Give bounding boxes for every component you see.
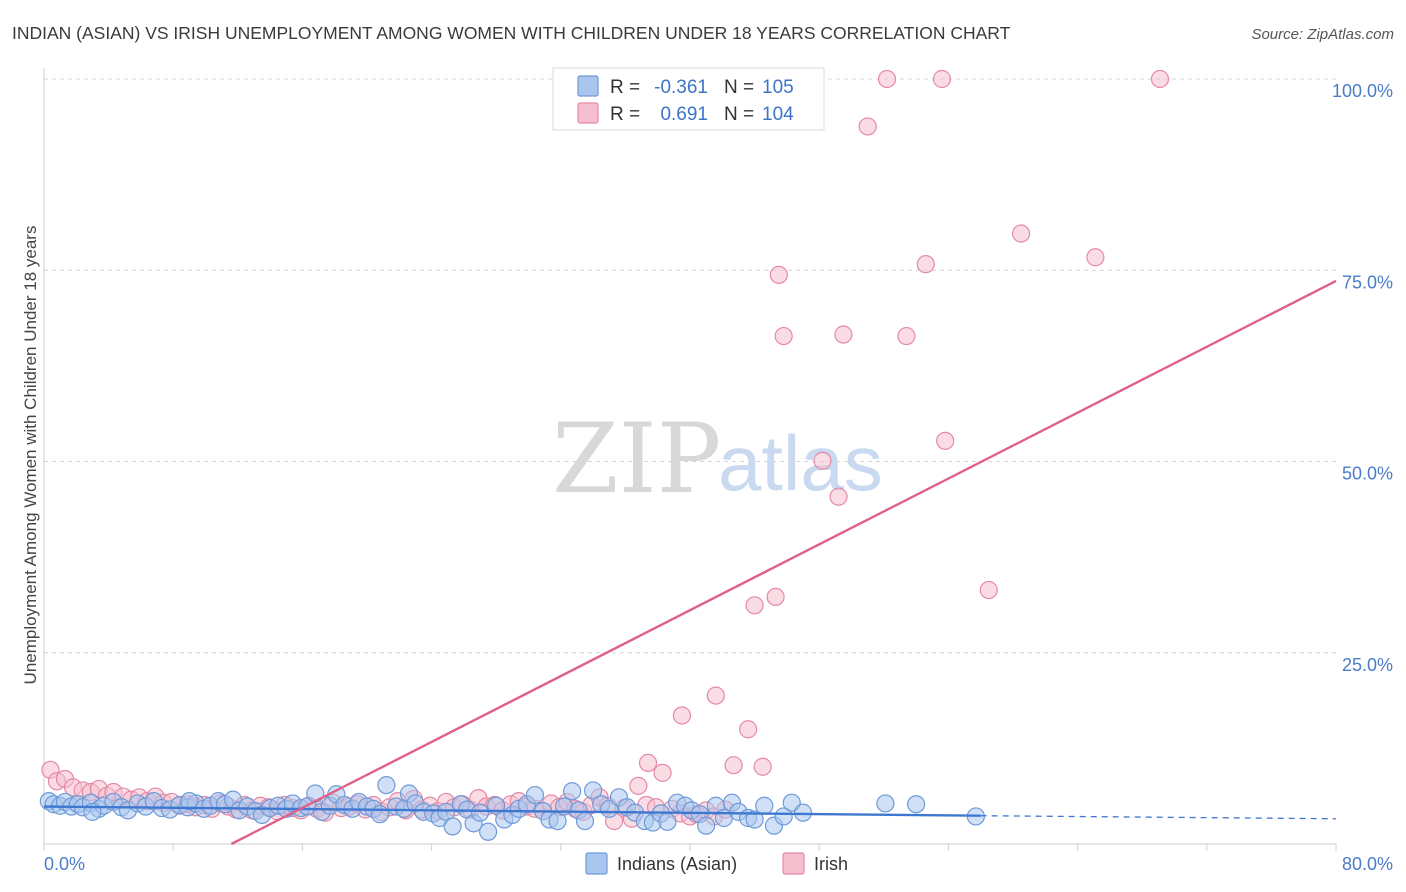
scatter-point (932, 69, 952, 89)
scatter-point (563, 782, 582, 801)
scatter-point (834, 325, 853, 344)
y-axis-label: Unemployment Among Women with Children U… (21, 226, 40, 685)
scatter-point (575, 811, 595, 831)
legend-n-label-irish: N = (724, 104, 754, 125)
scatter-point (724, 756, 743, 775)
scatter-point (793, 803, 813, 822)
scatter-point (370, 805, 390, 824)
scatter-point (774, 326, 793, 346)
y-tick-label: 100.0% (1332, 81, 1393, 101)
legend-swatch-indians (577, 75, 599, 97)
scatter-point (877, 69, 897, 89)
scatter-point (377, 775, 396, 795)
trend-line-indians (43, 805, 981, 817)
correlation-legend: R = -0.361 N = 105 R = 0.691 N = 104 (552, 67, 825, 131)
scatter-point (753, 757, 772, 776)
chart-title: INDIAN (ASIAN) VS IRISH UNEMPLOYMENT AMO… (12, 23, 1011, 43)
legend-r-value-irish: 0.691 (660, 104, 708, 125)
scatter-point (769, 265, 788, 284)
scatter-point (876, 794, 895, 813)
y-tick-label: 75.0% (1342, 272, 1393, 292)
x-tick-label: 0.0% (44, 854, 85, 874)
scatter-point (443, 817, 462, 836)
scatter-point (897, 326, 916, 346)
scatter-point (1150, 69, 1170, 89)
scatter-point (180, 792, 199, 811)
scatter-point (658, 812, 677, 831)
scatter-point (479, 822, 498, 841)
scatter-point (1086, 248, 1105, 267)
scatter-point (755, 796, 774, 815)
scatter-point (936, 431, 955, 450)
scatter-point (774, 807, 793, 826)
scatter-point (829, 487, 848, 506)
y-tick-label: 25.0% (1342, 655, 1393, 675)
scatter-point (906, 795, 926, 814)
legend-n-label-indians: N = (724, 77, 754, 98)
trend-line-irish (230, 279, 1337, 846)
scatter-point (916, 255, 935, 274)
scatter-point (745, 596, 764, 615)
trend-line-indians-extension (980, 815, 1337, 820)
scatter-point (697, 816, 716, 835)
scatter-point (470, 803, 490, 822)
scatter-point (745, 810, 764, 829)
scatter-point (583, 781, 603, 800)
legend-n-value-indians: 105 (762, 77, 794, 98)
watermark-zip: ZIP (552, 403, 721, 515)
scatter-point (706, 686, 725, 705)
x-tick-label: 80.0% (1342, 854, 1393, 874)
scatter-point (979, 580, 998, 600)
watermark-atlas: atlas (718, 419, 883, 507)
legend-r-label-indians: R = (610, 77, 640, 98)
legend-n-value-irish: 104 (762, 104, 794, 125)
bottom-legend-swatch-indians (585, 852, 608, 875)
scatter-point (672, 706, 692, 725)
legend-r-value-indians: -0.361 (654, 77, 708, 98)
scatter-point (525, 785, 545, 805)
grid-lines (44, 78, 1336, 654)
axes: 25.0% 50.0% 75.0% 100.0% 0.0% 80.0% (43, 68, 1393, 874)
scatter-point (739, 720, 758, 739)
scatter-point (638, 753, 658, 773)
scatter-point (858, 117, 877, 136)
scatter-point (1011, 224, 1031, 243)
scatter-point (766, 587, 785, 607)
y-tick-label: 50.0% (1342, 464, 1393, 484)
series-legend: Indians (Asian) Irish (585, 852, 848, 875)
trend-lines (43, 279, 1337, 846)
scatter-point (629, 776, 648, 795)
chart-source: Source: ZipAtlas.com (1251, 26, 1394, 43)
scatter-point (813, 451, 832, 470)
scatter-point (653, 763, 672, 782)
legend-r-label-irish: R = (610, 104, 640, 125)
legend-swatch-irish (577, 102, 599, 124)
bottom-legend-label-irish: Irish (814, 854, 848, 874)
bottom-legend-swatch-irish (782, 852, 805, 875)
bottom-legend-label-indians: Indians (Asian) (617, 854, 737, 874)
